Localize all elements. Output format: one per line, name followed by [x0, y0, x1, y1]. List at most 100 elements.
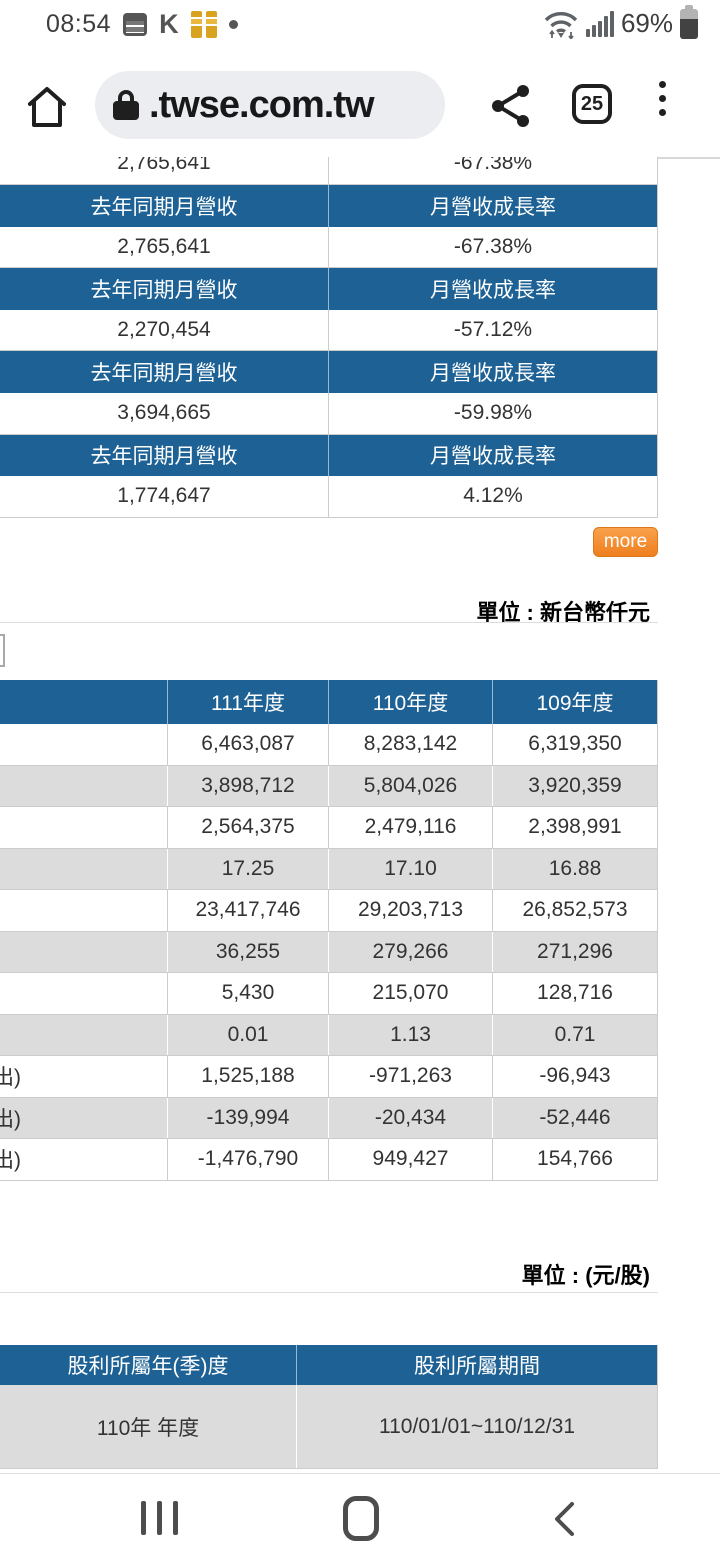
android-nav-bar	[0, 1473, 720, 1561]
row-label: 出)	[0, 1066, 21, 1090]
battery-icon	[680, 4, 698, 39]
tab-count: 25	[580, 92, 604, 115]
cell-value: 6,319,350	[492, 724, 657, 765]
cell-value: 23,417,746	[167, 890, 328, 931]
url-bar[interactable]: .twse.com.tw	[95, 71, 445, 139]
table-row: 3,898,712 5,804,026 3,920,359	[0, 765, 657, 807]
column-header: 109年度	[492, 680, 657, 724]
revenue-value: 2,765,641	[117, 234, 211, 258]
cell-value: 3,920,359	[492, 765, 657, 806]
cell-value: 279,266	[328, 931, 492, 972]
column-header: 月營收成長率	[328, 351, 657, 393]
column-header: 110年度	[328, 680, 492, 724]
section-divider	[0, 1292, 658, 1293]
column-header: 月營收成長率	[328, 268, 657, 310]
table-row: 17.25 17.10 16.88	[0, 848, 657, 890]
gold-bars-notification-icon	[190, 11, 217, 38]
table-header-row: 111年度 110年度 109年度	[0, 680, 657, 724]
table-row: 2,564,375 2,479,116 2,398,991	[0, 807, 657, 849]
cell-value: -52,446	[492, 1097, 657, 1138]
dividend-table: 股利所屬年(季)度 股利所屬期間 110年 年度 110/01/01~110/1…	[0, 1345, 658, 1469]
clock: 08:54	[46, 10, 112, 38]
column-header	[0, 680, 167, 724]
lock-icon[interactable]	[113, 90, 139, 120]
home-nav-button[interactable]	[343, 1496, 379, 1541]
k-app-notification-icon: K	[159, 9, 179, 39]
financial-summary-table: 111年度 110年度 109年度 6,463,087 8,283,142 6,…	[0, 680, 658, 1181]
wifi-icon	[544, 11, 578, 39]
cell-value: 17.10	[328, 848, 492, 889]
cell-value: -1,476,790	[167, 1139, 328, 1180]
cell-value: 271,296	[492, 931, 657, 972]
cell-value: -20,434	[328, 1097, 492, 1138]
revenue-value: 3,694,665	[117, 401, 211, 425]
growth-value: -67.38%	[328, 226, 657, 268]
unit-note-ntd: 單位 : 新台幣仟元	[476, 600, 650, 625]
table-header-row: 股利所屬年(季)度 股利所屬期間	[0, 1345, 657, 1385]
column-header: 去年同期月營收	[90, 362, 238, 386]
cell-value: -96,943	[492, 1056, 657, 1097]
cell-value: 1,525,188	[167, 1056, 328, 1097]
table-row: 2,270,454 -57.12%	[0, 309, 657, 352]
column-header: 111年度	[167, 680, 328, 724]
share-button[interactable]	[490, 83, 532, 129]
growth-value: -59.98%	[328, 392, 657, 434]
tab-switcher-button[interactable]: 25	[572, 84, 612, 124]
cell-value: 8,283,142	[328, 724, 492, 765]
cell-value: 2,479,116	[328, 807, 492, 848]
cell-value: -139,994	[167, 1097, 328, 1138]
cell-value: -971,263	[328, 1056, 492, 1097]
cell-value: 16.88	[492, 848, 657, 889]
revenue-value: 2,765,641	[117, 157, 211, 174]
table-header-row: 去年同期月營收 月營收成長率	[0, 434, 657, 477]
cell-value: 5,804,026	[328, 765, 492, 806]
table-header-row: 去年同期月營收 月營收成長率	[0, 351, 657, 393]
column-header: 月營收成長率	[328, 434, 657, 477]
growth-value: 4.12%	[328, 476, 657, 517]
dividend-year: 110年 年度	[96, 1416, 200, 1440]
section-divider	[0, 622, 658, 623]
recents-button[interactable]	[141, 1501, 178, 1535]
table-row: 110年 年度 110/01/01~110/12/31	[0, 1385, 657, 1469]
cell-value: 3,898,712	[167, 765, 328, 806]
table-row: 1,774,647 4.12%	[0, 476, 657, 518]
cell-value: 36,255	[167, 931, 328, 972]
browser-menu-button[interactable]	[659, 81, 666, 116]
column-header: 去年同期月營收	[90, 278, 238, 302]
cell-value: 26,852,573	[492, 890, 657, 931]
signal-strength-icon	[585, 10, 614, 37]
revenue-value: 1,774,647	[117, 484, 211, 508]
table-row: 2,765,641 -67.38%	[0, 157, 657, 185]
table-row: 3,694,665 -59.98%	[0, 392, 657, 435]
calendar-notification-icon	[123, 13, 148, 36]
column-header: 去年同期月營收	[90, 195, 238, 219]
cell-value: 5,430	[167, 973, 328, 1014]
browser-toolbar: .twse.com.tw 25	[0, 55, 720, 159]
cell-value: 17.25	[167, 848, 328, 889]
notification-dot-icon	[228, 20, 238, 29]
column-header: 月營收成長率	[328, 185, 657, 227]
clipped-element-fragment	[0, 634, 5, 667]
battery-percent: 69%	[620, 8, 673, 38]
table-header-row: 去年同期月營收 月營收成長率	[0, 185, 657, 227]
table-row: 2,765,641 -67.38%	[0, 226, 657, 269]
table-row: 5,430 215,070 128,716	[0, 973, 657, 1015]
column-header: 股利所屬期間	[296, 1345, 657, 1385]
cell-value: 2,564,375	[167, 807, 328, 848]
unit-note-per-share: 單位 : (元/股)	[521, 1263, 650, 1288]
column-header: 去年同期月營收	[90, 445, 238, 469]
monthly-revenue-table: 2,765,641 -67.38% 去年同期月營收 月營收成長率 2,765,6…	[0, 157, 658, 518]
column-header: 股利所屬年(季)度	[67, 1355, 229, 1378]
cell-value: 1.13	[328, 1014, 492, 1055]
growth-value: -67.38%	[328, 157, 657, 184]
more-button[interactable]: more	[593, 527, 658, 557]
revenue-value: 2,270,454	[117, 318, 211, 342]
table-row: 出) -139,994 -20,434 -52,446	[0, 1097, 657, 1139]
home-button[interactable]	[26, 85, 68, 129]
cell-value: 2,398,991	[492, 807, 657, 848]
table-header-row: 去年同期月營收 月營收成長率	[0, 268, 657, 310]
cell-value: 215,070	[328, 973, 492, 1014]
cell-value: 29,203,713	[328, 890, 492, 931]
back-button[interactable]	[552, 1501, 576, 1537]
url-text[interactable]: .twse.com.tw	[149, 83, 374, 126]
